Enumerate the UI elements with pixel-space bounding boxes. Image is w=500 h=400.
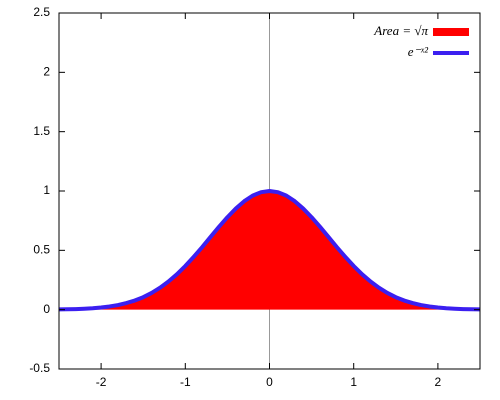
x-tick-label: 1 xyxy=(350,375,357,389)
x-tick-label: 2 xyxy=(435,375,442,389)
y-tick-label: 0 xyxy=(43,302,50,316)
x-tick-label: -1 xyxy=(180,375,191,389)
y-tick-label: 1 xyxy=(43,183,50,197)
y-tick-label: 0.5 xyxy=(33,243,50,257)
y-tick-label: 1.5 xyxy=(33,124,50,138)
y-tick-label: 2 xyxy=(43,65,50,79)
legend-label: Area = √π xyxy=(373,23,428,38)
x-tick-label: -2 xyxy=(96,375,107,389)
legend-swatch xyxy=(433,28,469,36)
area xyxy=(59,191,480,310)
line xyxy=(58,189,481,312)
y-tick-label: -0.5 xyxy=(29,361,50,375)
y-tick-label: 2.5 xyxy=(33,5,50,19)
legend-label: e⁻ˣ² xyxy=(408,44,429,59)
x-tick-label: 0 xyxy=(266,375,273,389)
